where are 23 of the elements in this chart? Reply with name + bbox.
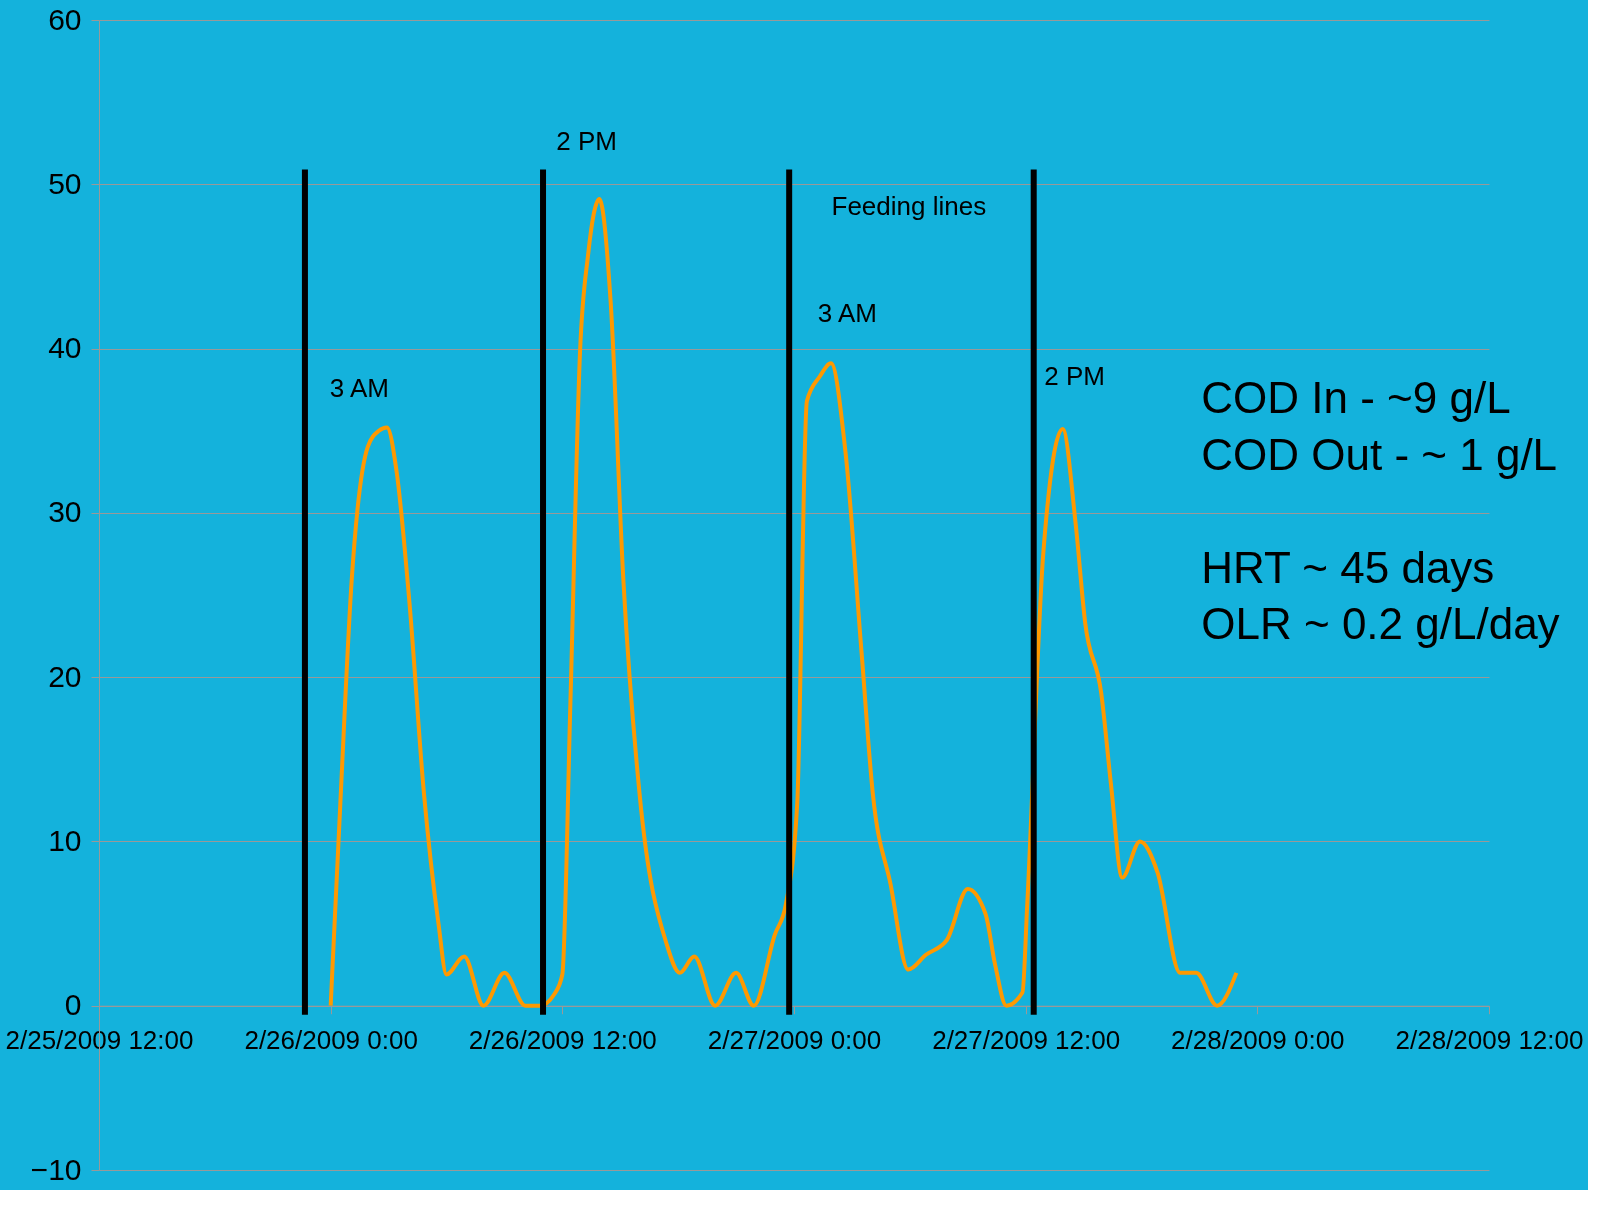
x-tick-label: 2/28/2009 12:00 [1395,1025,1584,1056]
y-tick-label: 20 [48,659,82,693]
annotation: OLR ~ 0.2 g/L/day [1201,599,1560,649]
annotation: 3 AM [329,373,389,404]
x-tick-label: 2/28/2009 0:00 [1171,1025,1345,1056]
y-tick-label: 10 [48,823,82,857]
x-tick-label: 2/26/2009 0:00 [244,1025,418,1056]
y-tick-label: −10 [30,1152,82,1186]
x-tick-label: 2/26/2009 12:00 [468,1025,657,1056]
x-tick-label: 2/27/2009 0:00 [707,1025,882,1056]
annotation: COD In - ~9 g/L [1201,372,1511,422]
annotation: 2 PM [1044,360,1105,391]
annotation: 3 AM [817,298,877,329]
y-tick-label: 50 [48,166,82,200]
annotation: 2 PM [556,125,617,156]
y-tick-label: 40 [48,331,82,365]
annotation: Feeding lines [831,191,987,222]
y-tick-label: 0 [64,988,82,1022]
x-tick-label: 2/27/2009 12:00 [932,1025,1121,1056]
y-tick-label: 30 [48,495,82,529]
annotation: HRT ~ 45 days [1201,542,1495,592]
y-tick-label: 60 [48,2,82,36]
annotation: COD Out - ~ 1 g/L [1201,430,1558,479]
